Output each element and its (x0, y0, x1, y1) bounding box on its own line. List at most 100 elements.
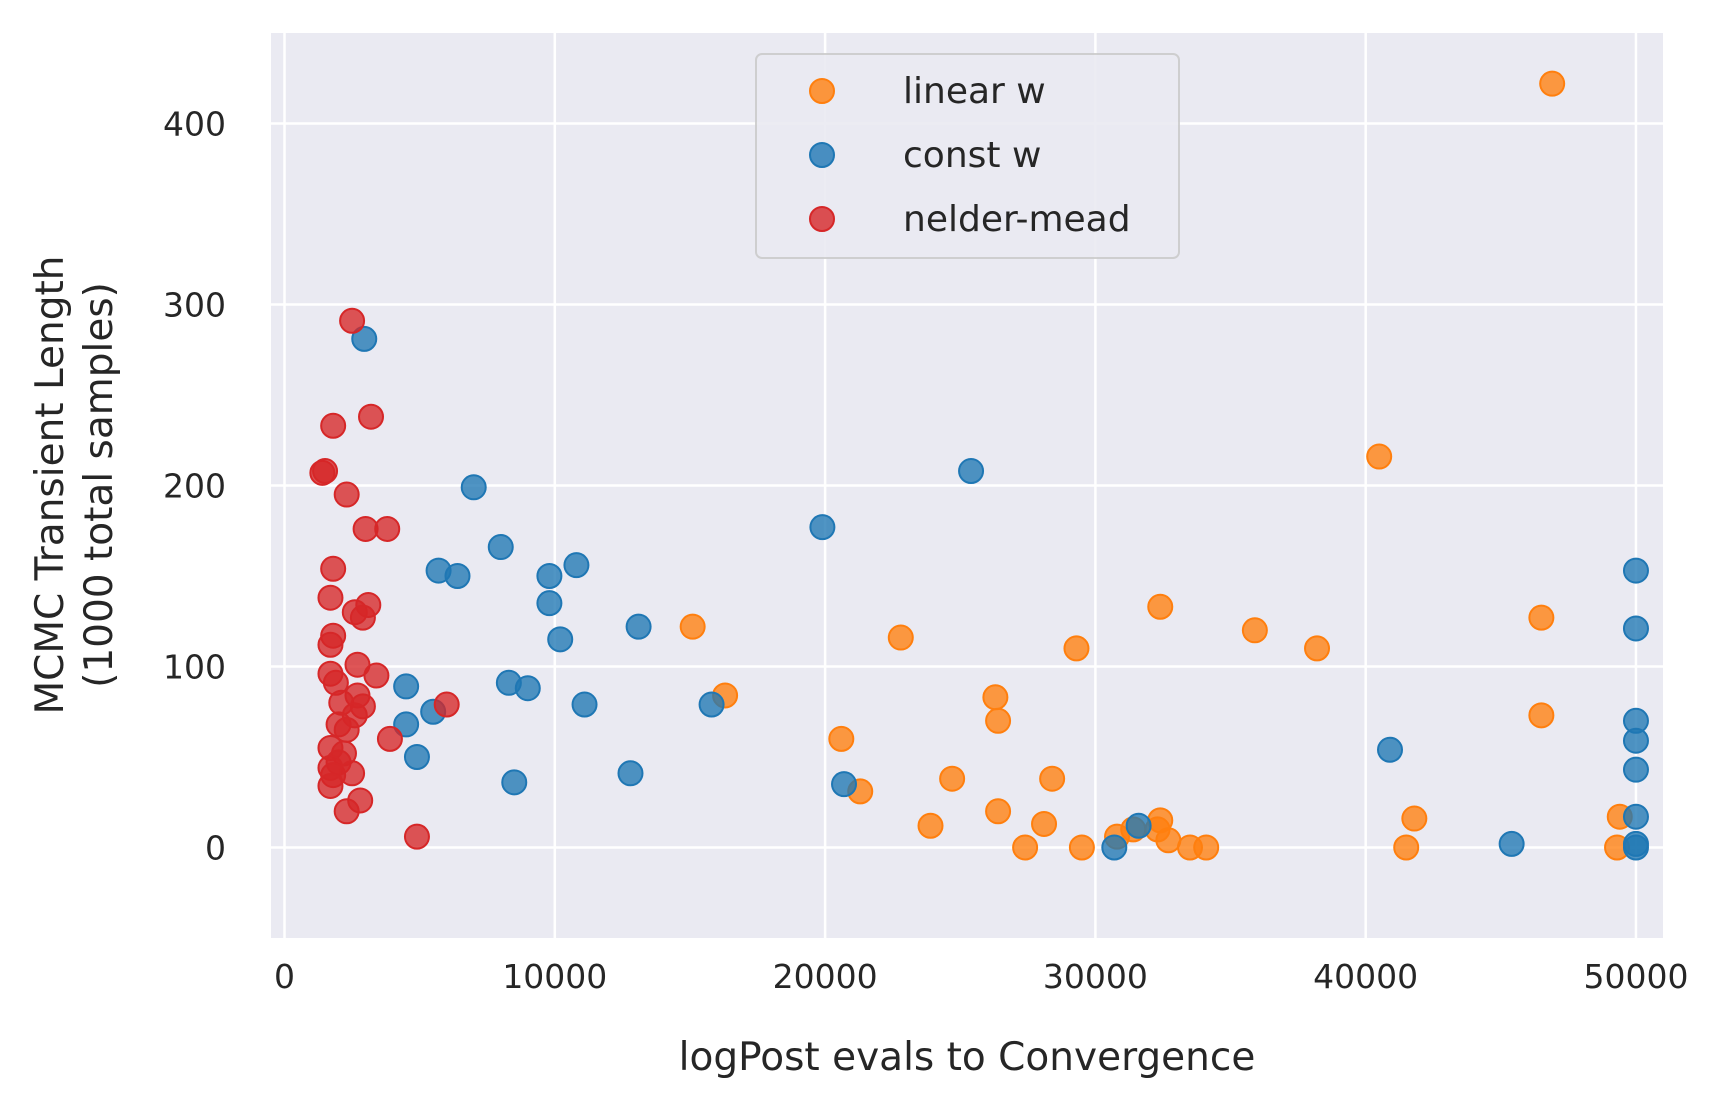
x-tick-labels: 0 10000 20000 30000 40000 50000 (274, 957, 1688, 996)
legend-marker-linear-w (809, 78, 835, 104)
point-linear-w (679, 613, 706, 640)
point-const-w (403, 744, 430, 770)
point-nelder-mead (339, 760, 366, 787)
y-tick-label: 0 (205, 829, 226, 868)
y-axis-title-line2: (1000 total samples) (77, 282, 122, 688)
point-linear-w (985, 798, 1012, 825)
point-nelder-mead (363, 662, 390, 689)
point-const-w (536, 590, 563, 617)
point-linear-w (1063, 635, 1090, 662)
point-const-w (1622, 557, 1649, 584)
point-linear-w (1039, 765, 1066, 792)
point-nelder-mead (339, 307, 366, 334)
point-nelder-mead (349, 604, 376, 631)
point-const-w (514, 675, 541, 702)
point-nelder-mead (358, 403, 385, 430)
x-tick-label: 40000 (1313, 957, 1418, 996)
point-const-w (958, 458, 985, 485)
point-const-w (1622, 615, 1649, 642)
point-const-w (1622, 727, 1649, 754)
point-nelder-mead (317, 631, 344, 658)
point-linear-w (1031, 810, 1058, 837)
x-tick-label: 0 (274, 957, 295, 996)
point-const-w (1622, 803, 1649, 830)
x-axis-title: logPost evals to Convergence (679, 1035, 1256, 1080)
point-linear-w (1155, 827, 1182, 854)
y-tick-labels: 0 100 200 300 400 (163, 105, 226, 868)
point-nelder-mead (320, 555, 347, 582)
y-tick-label: 300 (163, 286, 226, 325)
legend: linear w const w nelder-mead (755, 53, 1180, 259)
point-nelder-mead (333, 481, 360, 508)
point-const-w (831, 771, 858, 798)
point-linear-w (1401, 805, 1428, 832)
point-nelder-mead (317, 584, 344, 611)
point-nelder-mead (433, 691, 460, 718)
y-tick-label: 100 (163, 648, 226, 687)
point-linear-w (917, 812, 944, 839)
point-linear-w (939, 765, 966, 792)
point-linear-w (1193, 834, 1220, 861)
point-const-w (547, 626, 574, 653)
point-const-w (617, 760, 644, 787)
x-tick-label: 20000 (773, 957, 878, 996)
point-nelder-mead (333, 798, 360, 825)
y-tick-label: 400 (163, 105, 226, 144)
x-tick-label: 30000 (1043, 957, 1148, 996)
point-nelder-mead (403, 823, 430, 850)
point-nelder-mead (320, 412, 347, 439)
point-const-w (1622, 834, 1649, 861)
point-const-w (487, 534, 514, 561)
legend-label-nelder-mead: nelder-mead (903, 199, 1131, 240)
point-linear-w (1241, 617, 1268, 644)
point-const-w (501, 769, 528, 796)
point-const-w (809, 514, 836, 541)
legend-label-const-w: const w (903, 135, 1041, 176)
legend-label-linear-w: linear w (903, 71, 1046, 112)
legend-box (755, 53, 1180, 259)
point-linear-w (1068, 834, 1095, 861)
point-linear-w (1366, 443, 1393, 470)
series-nelder-mead (309, 307, 460, 850)
point-linear-w (1528, 604, 1555, 631)
point-nelder-mead (312, 458, 339, 485)
point-linear-w (1539, 70, 1566, 97)
point-nelder-mead (352, 515, 379, 542)
point-const-w (1498, 830, 1525, 857)
point-linear-w (1393, 834, 1420, 861)
x-tick-label: 10000 (502, 957, 607, 996)
x-tick-label: 50000 (1583, 957, 1688, 996)
point-const-w (536, 563, 563, 589)
point-const-w (571, 691, 598, 718)
point-const-w (1622, 756, 1649, 783)
data-points (309, 70, 1649, 861)
point-linear-w (985, 707, 1012, 734)
point-linear-w (828, 725, 855, 752)
point-nelder-mead (317, 772, 344, 799)
point-nelder-mead (374, 515, 401, 542)
series-const-w (351, 325, 1649, 861)
point-const-w (1377, 736, 1404, 763)
point-const-w (1101, 834, 1128, 861)
point-const-w (351, 325, 378, 352)
point-const-w (625, 613, 652, 640)
point-linear-w (1012, 834, 1039, 861)
point-linear-w (1528, 702, 1555, 729)
point-linear-w (1304, 635, 1331, 662)
point-linear-w (1147, 593, 1174, 620)
point-linear-w (982, 684, 1009, 711)
point-const-w (444, 563, 471, 589)
point-const-w (393, 673, 420, 700)
legend-marker-const-w (809, 142, 835, 168)
point-const-w (393, 711, 420, 738)
point-const-w (460, 474, 487, 501)
point-const-w (1125, 812, 1152, 839)
point-linear-w (887, 624, 914, 651)
y-axis-title-line1: MCMC Transient Length (28, 256, 73, 715)
point-const-w (698, 691, 725, 718)
legend-marker-nelder-mead (809, 206, 835, 232)
point-const-w (563, 552, 590, 579)
point-nelder-mead (376, 725, 403, 752)
y-tick-label: 200 (163, 467, 226, 506)
